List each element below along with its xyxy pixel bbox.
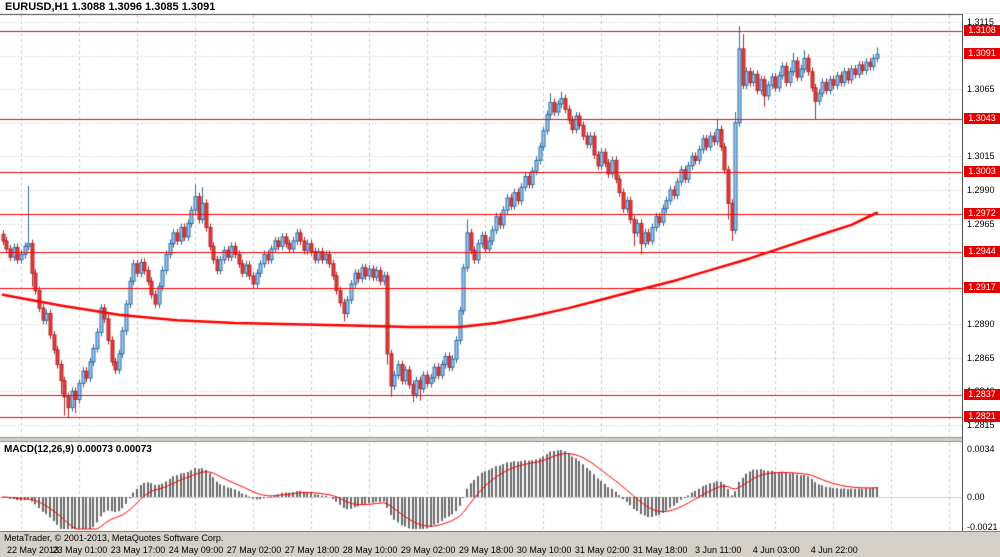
price-tick-label: 1.3065 <box>967 84 995 95</box>
time-tick-label: 3 Jun 11:00 <box>695 545 742 555</box>
time-tick-label: 31 May 18:00 <box>632 545 688 555</box>
time-tick-label: 29 May 18:00 <box>458 545 514 555</box>
time-tick-label: 24 May 09:00 <box>168 545 224 555</box>
price-chart-canvas[interactable] <box>0 0 1000 531</box>
price-line-badge: 1.3108 <box>964 25 1000 37</box>
price-tick-label: 1.2865 <box>967 352 995 363</box>
time-tick-label: 27 May 02:00 <box>226 545 282 555</box>
time-axis[interactable]: MetaTrader, © 2001-2013, MetaQuotes Soft… <box>0 531 1000 557</box>
price-line-badge: 1.3043 <box>964 112 1000 124</box>
price-axis[interactable]: 1.3115 1.3065 1.3015 1.2990 1.2965 1.2890 1.28… <box>962 14 1000 532</box>
time-tick-label: 28 May 10:00 <box>342 545 398 555</box>
price-line-badge: 1.2917 <box>964 281 1000 293</box>
price-tick-label: 1.2965 <box>967 218 995 229</box>
macd-tick-label: -0.0021 <box>967 521 998 532</box>
price-line-badge: 1.3003 <box>964 166 1000 178</box>
current-price-badge: 1.3091 <box>964 48 1000 60</box>
price-tick-label: 1.3115 <box>967 17 994 27</box>
time-tick-label: 23 May 01:00 <box>52 545 108 555</box>
macd-tick-label: 0.00 <box>967 492 985 502</box>
time-tick-label: 30 May 10:00 <box>516 545 572 555</box>
price-line-badge: 1.2821 <box>964 410 1000 422</box>
price-line-badge: 1.2944 <box>964 245 1000 257</box>
price-tick-label: 1.3015 <box>967 151 995 162</box>
symbol-ohlc-label: EURUSD,H1 1.3088 1.3096 1.3085 1.3091 <box>5 1 216 13</box>
time-tick-label: 4 Jun 22:00 <box>810 545 858 555</box>
time-tick-label: 4 Jun 03:00 <box>752 545 800 555</box>
time-tick-label: 29 May 02:00 <box>400 545 456 555</box>
copyright-label: MetaTrader, © 2001-2013, MetaQuotes Soft… <box>4 533 224 543</box>
price-line-badge: 1.2837 <box>964 389 1000 401</box>
price-tick-label: 1.2890 <box>967 319 995 330</box>
time-tick-label: 27 May 18:00 <box>284 545 340 555</box>
macd-indicator-label: MACD(12,26,9) 0.00073 0.00073 <box>4 444 152 455</box>
price-tick-label: 1.2990 <box>967 184 995 195</box>
price-tick-label: 1.2815 <box>967 420 995 430</box>
price-line-badge: 1.2972 <box>964 208 1000 220</box>
macd-tick-label: 0.0034 <box>967 444 995 455</box>
time-tick-label: 23 May 17:00 <box>110 545 166 555</box>
time-tick-label: 22 May 2013 <box>6 545 60 555</box>
time-tick-label: 31 May 02:00 <box>574 545 630 555</box>
